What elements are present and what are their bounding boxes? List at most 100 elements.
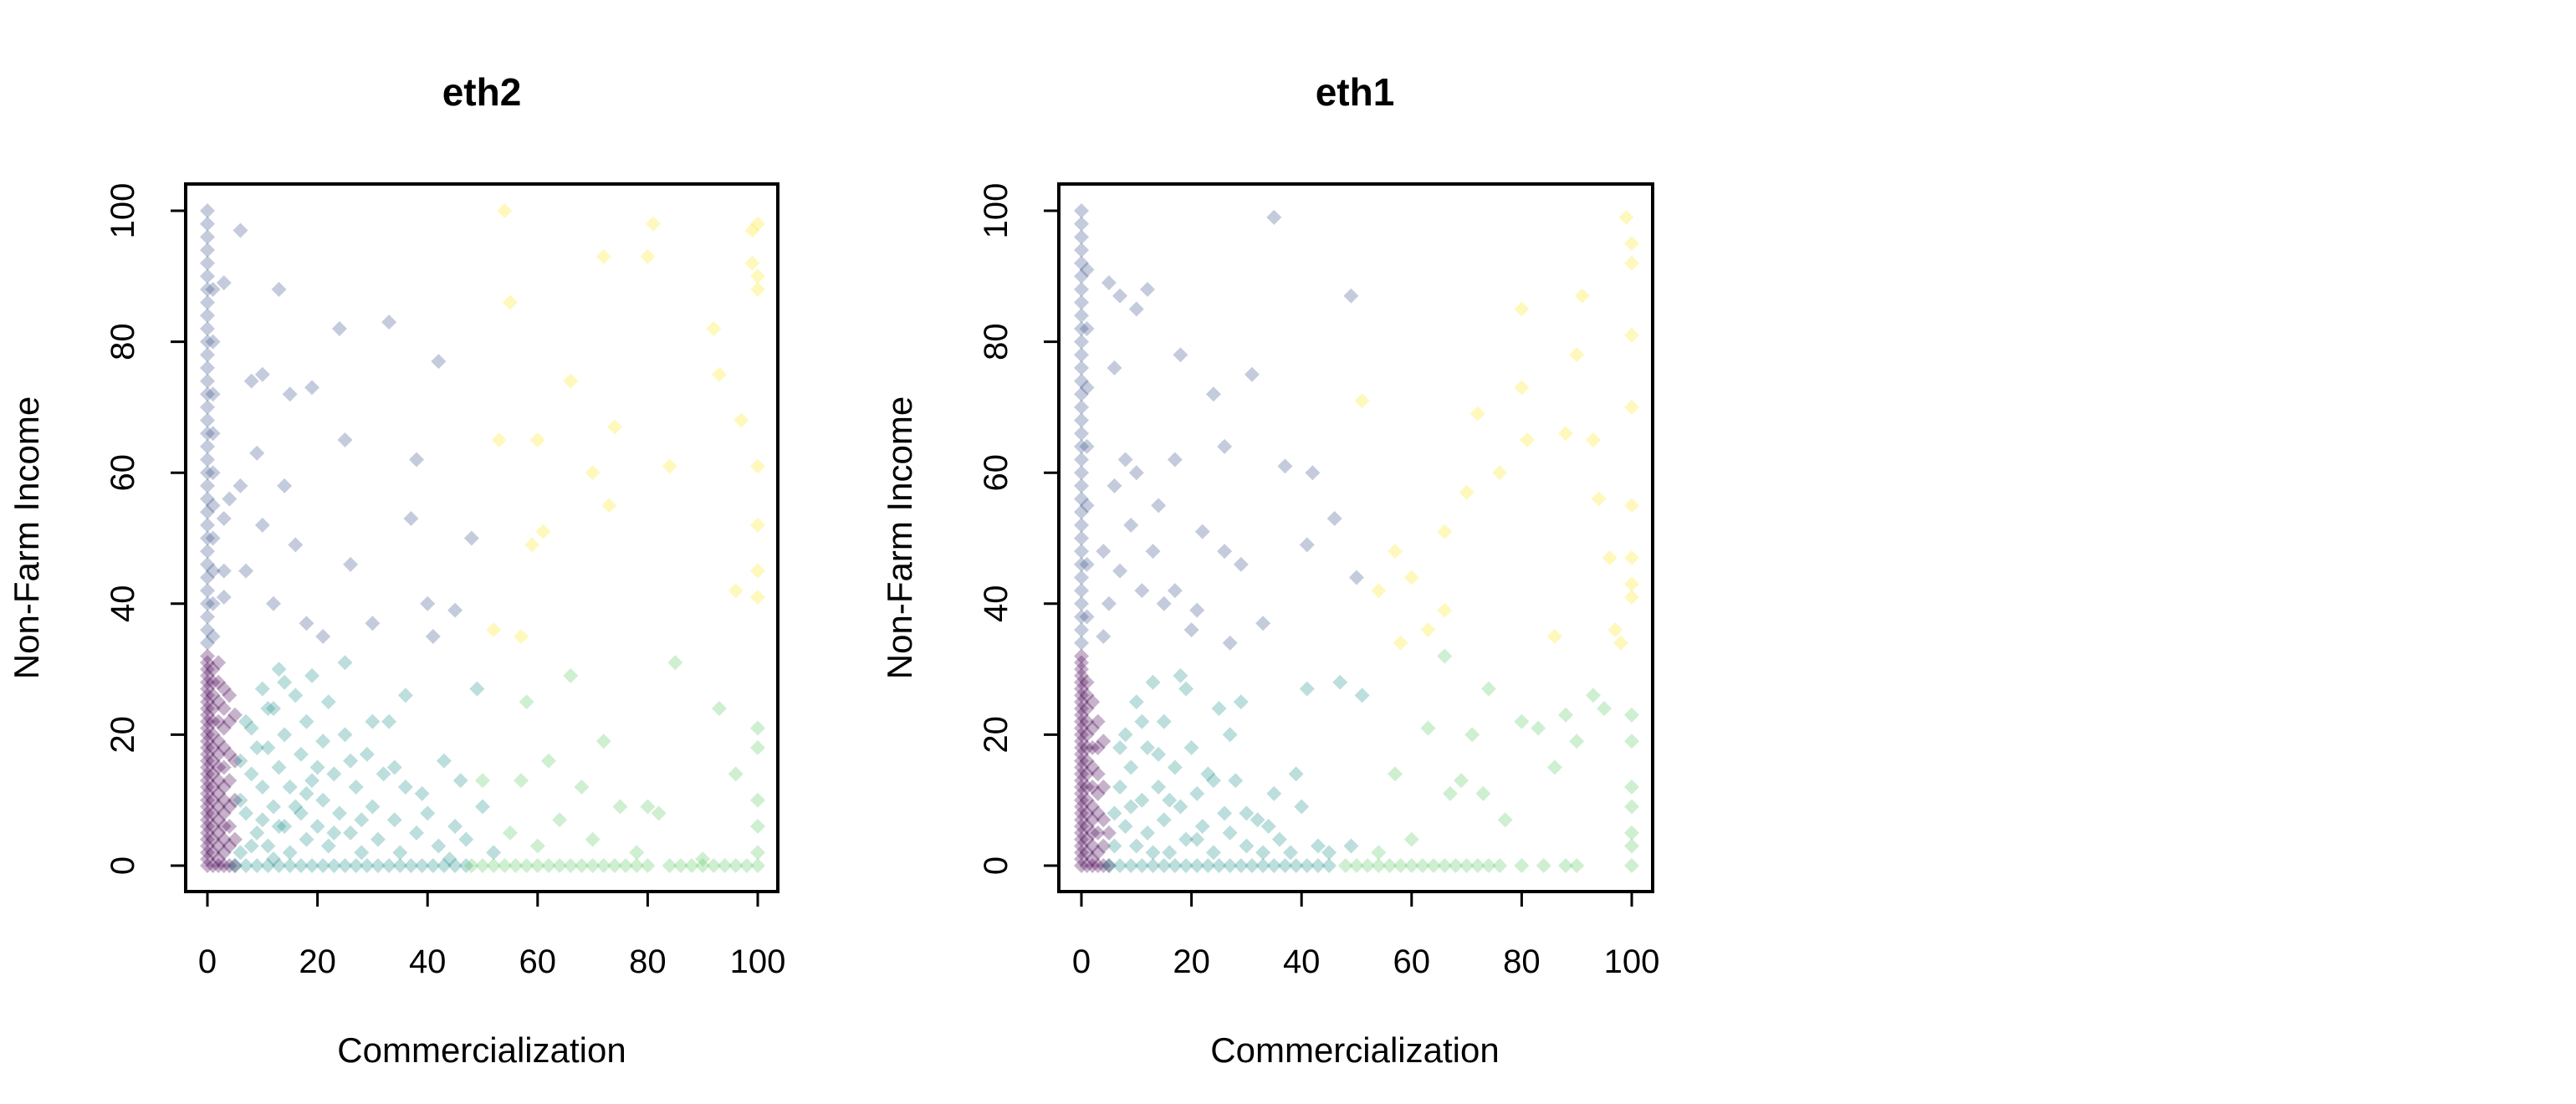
data-point xyxy=(403,858,419,873)
data-point xyxy=(222,746,238,762)
data-point xyxy=(1079,753,1095,769)
data-point xyxy=(1574,288,1590,304)
data-point xyxy=(216,563,232,579)
data-point xyxy=(486,845,502,861)
data-point xyxy=(1074,713,1089,729)
data-point xyxy=(1074,648,1089,664)
data-point xyxy=(535,524,551,539)
data-point xyxy=(200,595,215,611)
data-point xyxy=(1096,858,1112,873)
data-point xyxy=(200,412,215,428)
data-point xyxy=(475,858,490,873)
data-point xyxy=(1228,773,1244,789)
data-point xyxy=(1074,373,1089,389)
data-point xyxy=(331,320,347,336)
data-point xyxy=(1189,858,1205,873)
data-point xyxy=(1123,799,1139,815)
y-tick-label: 60 xyxy=(105,454,141,492)
data-point xyxy=(629,858,645,873)
data-point xyxy=(524,537,540,553)
data-point xyxy=(563,373,579,389)
data-point xyxy=(227,858,243,873)
data-point xyxy=(293,858,309,873)
data-point xyxy=(750,858,765,873)
data-point xyxy=(205,386,221,402)
data-point xyxy=(1139,281,1155,297)
data-point xyxy=(1107,805,1122,821)
data-point xyxy=(200,792,215,808)
data-point xyxy=(1079,805,1095,821)
data-point xyxy=(343,556,359,572)
data-point xyxy=(1205,386,1221,402)
data-point xyxy=(744,255,760,271)
data-point xyxy=(326,858,342,873)
x-tick-label: 60 xyxy=(519,943,557,980)
data-point xyxy=(1074,766,1089,782)
data-point xyxy=(200,478,215,493)
data-point xyxy=(1085,825,1101,841)
data-point xyxy=(315,628,331,644)
data-point xyxy=(1343,288,1359,304)
data-point xyxy=(216,275,232,291)
data-point xyxy=(200,216,215,232)
data-point xyxy=(1475,785,1491,801)
data-point xyxy=(1189,602,1205,618)
data-point xyxy=(1090,785,1106,801)
data-point xyxy=(271,858,287,873)
data-point xyxy=(1200,766,1216,782)
data-point xyxy=(205,753,221,769)
data-point xyxy=(540,858,556,873)
data-point xyxy=(227,792,243,808)
data-point xyxy=(486,622,502,638)
data-point xyxy=(211,674,227,690)
data-point xyxy=(249,858,265,873)
data-point xyxy=(1211,858,1227,873)
data-point xyxy=(1183,622,1199,638)
data-point xyxy=(1448,858,1464,873)
data-point xyxy=(205,465,221,481)
data-point xyxy=(200,452,215,468)
data-point xyxy=(1074,530,1089,546)
data-point xyxy=(1217,544,1233,560)
data-point xyxy=(1546,628,1562,644)
y-tick-label: 40 xyxy=(978,585,1015,623)
data-point xyxy=(1096,812,1112,828)
data-point xyxy=(370,831,386,847)
data-point xyxy=(1074,819,1089,835)
data-point xyxy=(200,268,215,284)
data-point xyxy=(1393,635,1408,651)
data-point xyxy=(1569,733,1585,749)
data-point xyxy=(337,858,353,873)
data-point xyxy=(386,812,402,828)
data-point xyxy=(1139,825,1155,841)
data-point xyxy=(200,727,215,743)
data-point xyxy=(1079,438,1095,454)
data-point xyxy=(265,595,281,611)
data-point xyxy=(200,681,215,697)
data-point xyxy=(606,858,622,873)
data-point xyxy=(233,222,248,238)
data-point xyxy=(1585,687,1601,703)
data-point xyxy=(1162,792,1178,808)
data-point xyxy=(243,373,259,389)
data-point xyxy=(200,838,215,854)
data-point xyxy=(359,858,375,873)
data-point xyxy=(1074,812,1089,828)
data-point xyxy=(365,713,381,729)
data-point xyxy=(1558,426,1574,442)
data-point xyxy=(1514,858,1530,873)
data-point xyxy=(497,203,513,218)
data-point xyxy=(442,851,457,867)
data-point xyxy=(343,753,359,769)
data-point xyxy=(706,858,722,873)
data-point xyxy=(1624,838,1639,854)
y-tick-label: 60 xyxy=(978,454,1015,492)
data-point xyxy=(1305,465,1321,481)
data-point xyxy=(1107,478,1122,493)
data-point xyxy=(304,773,320,789)
data-point xyxy=(508,858,524,873)
data-point xyxy=(205,713,221,729)
data-point xyxy=(299,785,314,801)
data-point xyxy=(1469,858,1485,873)
data-point xyxy=(436,753,452,769)
